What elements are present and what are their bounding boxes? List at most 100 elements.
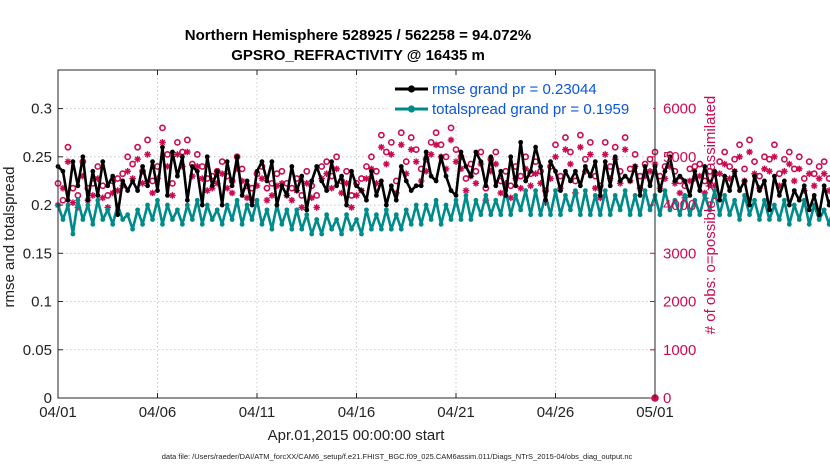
rmse-point [767, 207, 772, 213]
assimilated-obs-marker [79, 172, 87, 180]
totalspread-point [757, 217, 762, 222]
assimilated-obs-marker [348, 204, 355, 211]
totalspread-point [791, 202, 797, 208]
rmse-point [776, 193, 782, 198]
y-right-tick-label: 3000 [663, 245, 696, 262]
totalspread-point [309, 231, 315, 237]
totalspread-point [607, 212, 613, 218]
possible-obs-marker [805, 158, 813, 166]
assimilated-obs-marker [746, 148, 753, 156]
possible-obs-marker [586, 138, 594, 146]
possible-obs-marker [751, 158, 758, 166]
possible-obs-marker [313, 192, 321, 199]
assimilated-obs-marker [208, 184, 216, 192]
totalspread-point [816, 217, 822, 222]
assimilated-obs-marker [696, 172, 704, 180]
rmse-point [587, 173, 593, 179]
possible-obs-marker [447, 124, 455, 132]
x-tick-label: 04/06 [139, 404, 177, 421]
assimilated-obs-marker [577, 143, 584, 151]
assimilated-obs-marker [189, 172, 196, 180]
totalspread-point [413, 202, 419, 208]
totalspread-point [772, 202, 777, 208]
totalspread-point [488, 212, 494, 218]
totalspread-point [672, 197, 678, 203]
totalspread-point [732, 197, 737, 203]
rmse-point [697, 188, 703, 193]
rmse-point [259, 159, 265, 165]
totalspread-point [443, 202, 449, 208]
possible-obs-marker [104, 192, 112, 199]
rmse-point [70, 159, 76, 165]
possible-obs-marker [452, 146, 460, 153]
possible-obs-marker [402, 158, 410, 166]
rmse-point [662, 168, 668, 174]
assimilated-obs-marker [353, 192, 360, 199]
possible-obs-marker [159, 124, 166, 132]
assimilated-obs-marker [338, 189, 345, 197]
totalspread-point [403, 207, 409, 213]
possible-obs-marker [696, 160, 704, 168]
rmse-point [503, 193, 509, 198]
rmse-point [612, 154, 618, 160]
rmse-point [538, 164, 543, 169]
totalspread-point [349, 226, 354, 232]
rmse-point [249, 202, 255, 208]
totalspread-point [597, 212, 603, 218]
y-axis-label: rmse and totalspread [1, 167, 18, 308]
totalspread-point [204, 202, 210, 208]
rmse-point [120, 178, 126, 184]
possible-obs-marker [581, 155, 589, 163]
possible-obs-marker [368, 153, 375, 161]
rmse-point [463, 164, 469, 169]
assimilated-obs-marker [616, 180, 624, 187]
rmse-point [189, 164, 195, 169]
rmse-point [359, 188, 364, 193]
rmse-point [806, 207, 812, 213]
rmse-point [617, 178, 623, 184]
totalspread-point [742, 193, 747, 198]
rmse-point [175, 173, 180, 179]
assimilated-obs-marker [169, 192, 176, 199]
rmse-point [632, 164, 638, 169]
legend: rmse grand pr = 0.23044 totalspread gran… [388, 76, 653, 120]
y-tick-label: 0.3 [31, 101, 52, 118]
rmse-point [533, 144, 538, 150]
assimilated-obs-marker [641, 172, 649, 180]
assimilated-obs-marker [213, 180, 221, 187]
possible-obs-marker [427, 138, 435, 146]
assimilated-obs-marker [820, 170, 828, 178]
totalspread-point [165, 202, 170, 208]
totalspread-point [155, 197, 160, 203]
assimilated-obs-marker [791, 177, 798, 185]
rmse-point [772, 173, 777, 179]
rmse-point [344, 202, 349, 208]
totalspread-point [697, 212, 703, 218]
totalspread-point [553, 188, 558, 193]
chart-title: Northern Hemisphere 528925 / 562258 = 94… [185, 27, 531, 44]
assimilated-obs-marker [373, 180, 380, 187]
rmse-point [219, 202, 225, 208]
rmse-point [627, 178, 633, 184]
totalspread-point [374, 212, 379, 218]
rmse-point [403, 178, 409, 184]
rmse-point [393, 197, 399, 203]
assimilated-obs-marker [552, 153, 559, 161]
totalspread-point [344, 212, 349, 218]
series-totalspread [55, 188, 830, 237]
assimilated-obs-marker [666, 163, 674, 170]
rmse-point [543, 197, 548, 203]
rmse-point [433, 178, 439, 184]
possible-obs-marker [736, 141, 743, 149]
assimilated-obs-marker [238, 177, 246, 185]
rmse-point [727, 188, 733, 193]
y-tick-label: 0.15 [23, 245, 52, 262]
rmse-point [498, 168, 504, 174]
assimilated-obs-marker [228, 189, 236, 197]
rmse-point [428, 173, 434, 179]
possible-obs-marker [815, 163, 823, 170]
possible-obs-marker [173, 138, 181, 146]
totalspread-point [304, 212, 310, 218]
assimilated-obs-marker [691, 175, 699, 182]
assimilated-obs-marker [144, 151, 151, 158]
